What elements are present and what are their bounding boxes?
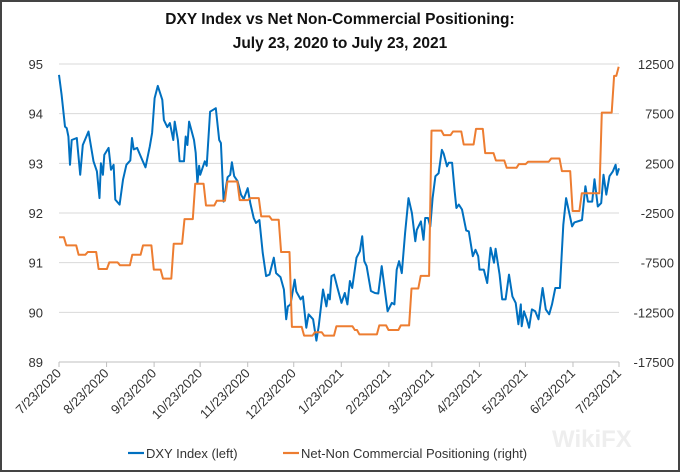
x-axis-tick-label: 10/23/2020 bbox=[149, 366, 206, 423]
x-axis-tick-label: 7/23/2021 bbox=[573, 366, 625, 418]
left-axis-ticks: 89 90 91 92 93 94 95 bbox=[29, 57, 43, 370]
x-axis-tick-label: 5/23/2021 bbox=[479, 366, 531, 418]
right-axis-tick-label: -12500 bbox=[634, 305, 674, 320]
right-axis-tick-label: 2500 bbox=[645, 156, 674, 171]
left-axis-tick-label: 93 bbox=[29, 156, 43, 171]
right-axis-ticks: -17500 -12500 -7500 -2500 2500 7500 12500 bbox=[634, 57, 674, 370]
left-axis-tick-label: 91 bbox=[29, 256, 43, 271]
left-axis-tick-label: 90 bbox=[29, 305, 43, 320]
right-axis-tick-label: -2500 bbox=[641, 206, 674, 221]
dxy-index-line bbox=[58, 74, 620, 342]
legend-label-dxy: DXY Index (left) bbox=[146, 446, 238, 461]
left-axis-tick-label: 92 bbox=[29, 206, 43, 221]
series-lines bbox=[58, 66, 620, 342]
x-axis-tick-label: 7/23/2020 bbox=[13, 366, 65, 418]
right-axis-tick-label: 12500 bbox=[638, 57, 674, 72]
x-axis-tick-label: 1/23/2021 bbox=[295, 366, 347, 418]
chart-title-line-1: DXY Index vs Net Non-Commercial Position… bbox=[165, 11, 514, 28]
right-axis-tick-label: -7500 bbox=[641, 256, 674, 271]
x-axis-tick-label: 6/23/2021 bbox=[527, 366, 579, 418]
left-axis-tick-label: 89 bbox=[29, 355, 43, 370]
chart-title-line-2: July 23, 2020 to July 23, 2021 bbox=[233, 35, 448, 52]
net-positioning-line bbox=[59, 66, 620, 337]
legend-label-positioning: Net-Non Commercial Positioning (right) bbox=[301, 446, 527, 461]
x-axis: 7/23/20208/23/20209/23/202010/23/202011/… bbox=[13, 361, 625, 423]
left-axis-tick-label: 95 bbox=[29, 57, 43, 72]
legend: DXY Index (left) Net-Non Commercial Posi… bbox=[128, 446, 527, 461]
x-axis-tick-label: 8/23/2020 bbox=[60, 366, 112, 418]
x-axis-tick-label: 4/23/2021 bbox=[433, 366, 485, 418]
x-axis-tick-label: 3/23/2021 bbox=[385, 366, 437, 418]
left-axis-tick-label: 94 bbox=[29, 107, 43, 122]
watermark: WikiFX bbox=[552, 426, 632, 453]
gridlines bbox=[59, 63, 619, 313]
right-axis-tick-label: 7500 bbox=[645, 107, 674, 122]
x-axis-tick-label: 12/23/2020 bbox=[242, 366, 299, 423]
right-axis-tick-label: -17500 bbox=[634, 355, 674, 370]
x-axis-tick-label: 2/23/2021 bbox=[342, 366, 394, 418]
